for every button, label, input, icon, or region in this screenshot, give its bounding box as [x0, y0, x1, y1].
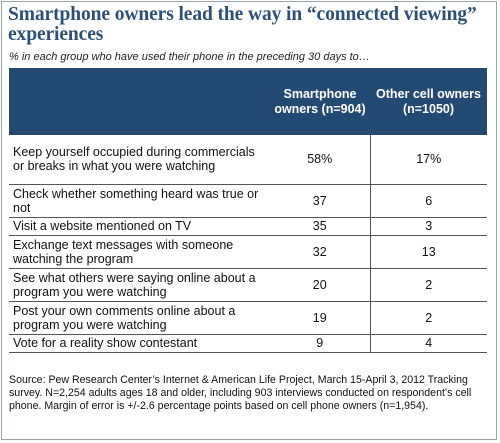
- smartphone-value: 19: [270, 301, 370, 335]
- table-row: Exchange text messages with someone watc…: [9, 235, 487, 269]
- other-cell-value: 4: [369, 334, 487, 353]
- smartphone-value: 35: [270, 217, 370, 236]
- other-cell-value: 3: [369, 217, 487, 236]
- table-header-row: Smartphone owners (n=904) Other cell own…: [9, 68, 487, 135]
- table-row: Visit a website mentioned on TV 35 3: [9, 217, 487, 236]
- smartphone-value: 9: [270, 334, 370, 353]
- other-cell-value: 17%: [369, 135, 487, 185]
- chart-subtitle: % in each group who have used their phon…: [9, 51, 370, 63]
- table-row: Keep yourself occupied during commercial…: [9, 135, 487, 185]
- row-label: Post your own comments online about a pr…: [9, 301, 270, 335]
- smartphone-value: 37: [270, 184, 370, 218]
- source-note: Source: Pew Research Center’s Internet &…: [9, 374, 472, 412]
- data-table: Smartphone owners (n=904) Other cell own…: [9, 68, 487, 353]
- smartphone-value: 20: [270, 268, 370, 302]
- table-row: Check whether something heard was true o…: [9, 184, 487, 218]
- row-label: Vote for a reality show contestant: [9, 334, 270, 353]
- row-label: Exchange text messages with someone watc…: [9, 235, 270, 269]
- table-row: Vote for a reality show contestant 9 4: [9, 334, 487, 353]
- other-cell-value: 6: [369, 184, 487, 218]
- header-cell-smartphone-owners: Smartphone owners (n=904): [270, 68, 370, 135]
- row-label: Visit a website mentioned on TV: [9, 217, 270, 236]
- table-row: See what others were saying online about…: [9, 268, 487, 302]
- other-cell-value: 2: [369, 301, 487, 335]
- row-label: Keep yourself occupied during commercial…: [9, 135, 270, 185]
- row-label: Check whether something heard was true o…: [9, 184, 270, 218]
- table-row: Post your own comments online about a pr…: [9, 301, 487, 335]
- row-label: See what others were saying online about…: [9, 268, 270, 302]
- smartphone-value: 32: [270, 235, 370, 269]
- chart-title: Smartphone owners lead the way in “conne…: [8, 4, 477, 45]
- header-cell-activity: [9, 68, 270, 135]
- other-cell-value: 13: [369, 235, 487, 269]
- smartphone-value: 58%: [270, 135, 370, 185]
- header-cell-other-cell-owners: Other cell owners (n=1050): [370, 68, 487, 135]
- other-cell-value: 2: [369, 268, 487, 302]
